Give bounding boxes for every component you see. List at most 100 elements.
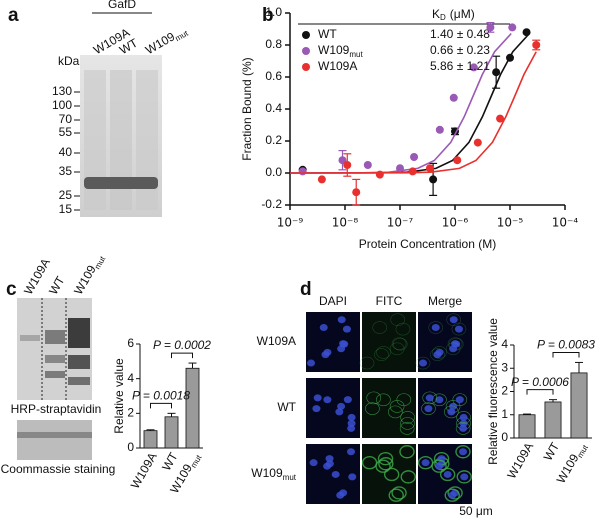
membrane: [451, 322, 467, 336]
data-point: [410, 153, 419, 161]
micrograph: [362, 312, 416, 372]
bar: [164, 416, 179, 449]
marker-label: 130: [52, 84, 72, 98]
nucleus: [323, 348, 332, 356]
data-point: [396, 164, 404, 173]
x-tick-label: 10⁻⁷: [387, 216, 414, 230]
nucleus: [435, 462, 444, 470]
nucleus: [455, 396, 464, 404]
nucleus: [323, 462, 332, 470]
nucleus: [319, 324, 328, 332]
nucleus: [421, 459, 430, 467]
legend-marker: [302, 47, 310, 55]
nucleus: [342, 325, 351, 333]
channel-label: Merge: [428, 294, 462, 308]
x-tick-label: WT: [541, 440, 563, 464]
membrane: [455, 445, 471, 459]
marker-label: 40: [59, 145, 73, 159]
nucleus: [325, 455, 334, 463]
data-point: [435, 125, 444, 134]
data-point: [352, 188, 361, 197]
micrograph: [362, 378, 416, 438]
legend-label-sub: mut: [349, 50, 363, 59]
row-label: WT: [277, 400, 296, 414]
gel-lane: [110, 70, 132, 210]
legend-header-k: K: [432, 7, 440, 21]
lane-label-sub: mut: [174, 28, 191, 43]
legend-label: W109mut: [318, 43, 363, 59]
gel-lane: [136, 70, 158, 210]
membrane: [456, 470, 472, 484]
membrane: [389, 342, 405, 356]
panel-label: c: [6, 279, 17, 300]
y-tick-label: 3: [501, 360, 508, 374]
lane-label: WT: [46, 273, 68, 297]
x-tick-label: W109A: [128, 450, 160, 491]
membrane: [374, 348, 389, 361]
legend-kd: 1.40 ± 0.48: [430, 27, 490, 41]
bar: [518, 414, 536, 439]
membrane: [372, 321, 388, 334]
bar: [143, 430, 158, 449]
data-point: [492, 68, 501, 77]
p-value: P = 0.0006: [511, 375, 569, 389]
nucleus: [347, 413, 356, 421]
nucleus: [337, 402, 346, 410]
membrane: [400, 470, 416, 484]
y-tick-label: 0.8: [265, 37, 282, 51]
nucleus: [449, 345, 458, 353]
membrane: [446, 313, 462, 326]
membrane: [376, 393, 391, 407]
legend-kd: 0.66 ± 0.23: [430, 43, 490, 57]
nucleus: [449, 316, 458, 324]
membrane: [378, 457, 394, 471]
y-tick-label: 0: [127, 440, 134, 454]
nucleus: [459, 413, 468, 421]
legend-label: WT: [318, 27, 337, 41]
nucleus: [419, 359, 428, 367]
data-point: [469, 63, 478, 72]
x-tick-label: 10⁻⁶: [442, 216, 469, 230]
membrane: [388, 405, 403, 419]
marker-label: 70: [59, 112, 73, 126]
nucleus: [347, 419, 356, 427]
lane-label-main: WT: [46, 273, 68, 297]
y-tick-label: 0: [501, 430, 508, 444]
nucleus: [346, 448, 355, 456]
y-axis-label: Fraction Bound (%): [240, 57, 254, 160]
membrane: [392, 337, 408, 351]
data-point: [425, 164, 434, 173]
membrane: [399, 445, 415, 459]
nucleus: [458, 448, 467, 456]
legend-header-unit: (μM): [450, 7, 475, 21]
membrane: [428, 321, 444, 334]
gel-band: [84, 177, 158, 189]
scale-label: 50 μm: [459, 504, 493, 518]
legend-label-main: W109A: [318, 59, 357, 73]
nucleus: [337, 316, 346, 324]
row-label-main: W109: [251, 466, 283, 480]
legend-header: KD (μM): [432, 7, 475, 22]
nucleus: [331, 470, 340, 478]
nucleus: [449, 402, 458, 410]
bar: [544, 401, 562, 439]
caption: Coommassie staining: [1, 462, 116, 476]
row-label-main: W109A: [257, 334, 296, 348]
y-tick-label: 2: [501, 384, 508, 398]
marker-label: 100: [52, 98, 72, 112]
significance-bracket: [526, 389, 554, 395]
nucleus: [335, 408, 344, 416]
nucleus: [431, 324, 440, 332]
micrograph: [306, 312, 360, 372]
membrane: [366, 391, 382, 405]
panel-label: b: [262, 5, 274, 26]
y-axis-label: Relative fluorescence value: [486, 318, 500, 465]
nucleus: [348, 473, 357, 481]
membrane: [431, 459, 447, 473]
y-tick-label: 0.0: [265, 165, 282, 179]
data-point: [532, 41, 541, 49]
nucleus: [312, 405, 321, 413]
bar: [185, 367, 200, 449]
marker-label: 25: [59, 188, 73, 202]
